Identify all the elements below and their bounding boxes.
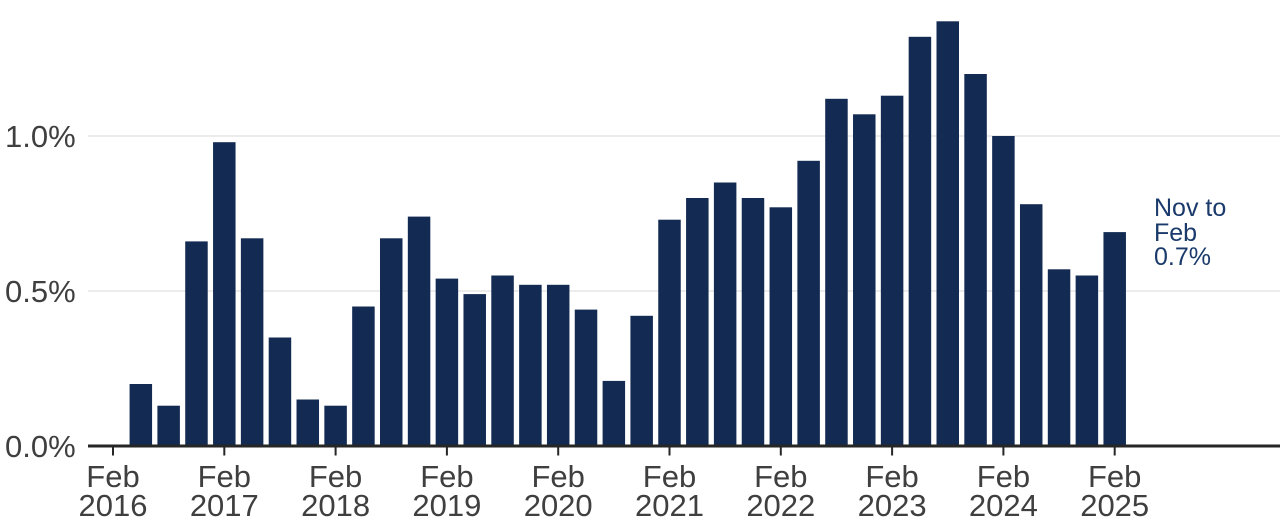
- bar-feb-2024: [992, 136, 1015, 446]
- bar-nov-2017: [296, 399, 320, 446]
- bar-nov-2016: [185, 241, 208, 446]
- bar-aug-2019: [491, 275, 514, 446]
- bar-feb-2023: [880, 95, 904, 446]
- bar-nov-2024: [1075, 275, 1099, 446]
- bar-nov-2018: [407, 216, 431, 446]
- x-tick-label-2022: Feb 2022: [746, 459, 815, 518]
- bar-feb-2019: [435, 278, 459, 446]
- bar-aug-2023: [936, 21, 959, 447]
- x-tick-label-2020: Feb 2020: [524, 459, 593, 518]
- bar-may-2019: [463, 294, 486, 446]
- x-tick-label-2025: Feb 2025: [1080, 459, 1149, 518]
- bar-nov-2023: [964, 74, 987, 446]
- bar-aug-2021: [713, 182, 737, 446]
- x-tick-label-2019: Feb 2019: [412, 459, 481, 518]
- x-tick-label-2024: Feb 2024: [969, 459, 1038, 518]
- annotation-line-3: 0.7%: [1154, 243, 1211, 271]
- x-tick-label-2016: Feb 2016: [79, 459, 148, 518]
- bar-aug-2022: [825, 98, 848, 447]
- bar-feb-2025: [1103, 232, 1126, 446]
- bar-feb-2018: [324, 405, 347, 446]
- bar-feb-2017: [213, 142, 236, 446]
- y-tick-label-0.0%: 0.0%: [5, 429, 76, 464]
- bar-nov-2021: [741, 198, 765, 446]
- x-tick-label-2017: Feb 2017: [190, 459, 259, 518]
- y-axis-labels: 0.0% 0.5% 1.0%: [5, 119, 76, 464]
- annotation-line-1: Nov to: [1154, 194, 1227, 222]
- bar-nov-2020: [630, 315, 653, 446]
- x-tick-label-2018: Feb 2018: [301, 459, 370, 518]
- bar-feb-2020: [546, 284, 570, 446]
- annotation-line-2: Feb: [1154, 218, 1198, 247]
- bar-may-2020: [574, 309, 598, 446]
- x-tick-label-2021: Feb 2021: [635, 459, 704, 518]
- bar-may-2024: [1019, 204, 1043, 446]
- bar-feb-2022: [769, 207, 793, 446]
- bar-feb-2021: [658, 219, 681, 446]
- x-axis-labels: Feb 2016 Feb 2017 Feb 2018 Feb 2019 Feb 2020 Feb 20…: [79, 447, 1149, 518]
- x-tick-label-2023: Feb 2023: [858, 459, 927, 518]
- bar-may-2023: [908, 36, 932, 447]
- bar-aug-2018: [380, 238, 403, 446]
- bar-aug-2024: [1047, 269, 1071, 446]
- bar-nov-2022: [853, 114, 876, 447]
- bars: [129, 21, 1126, 447]
- bar-aug-2020: [602, 380, 626, 446]
- bar-may-2016: [129, 384, 153, 446]
- bar-may-2022: [797, 160, 820, 447]
- y-tick-label-1.0%: 1.0%: [5, 119, 76, 154]
- bar-may-2018: [352, 306, 375, 446]
- bar-may-2017: [240, 238, 264, 446]
- gridlines: [88, 135, 1280, 292]
- y-tick-label-0.5%: 0.5%: [5, 274, 76, 309]
- bar-aug-2017: [268, 337, 292, 446]
- bar-nov-2019: [519, 284, 542, 446]
- bar-aug-2016: [157, 405, 180, 446]
- bar-may-2021: [686, 198, 709, 446]
- annotation-nov-to-feb: Nov to Feb 0.7%: [1154, 196, 1226, 270]
